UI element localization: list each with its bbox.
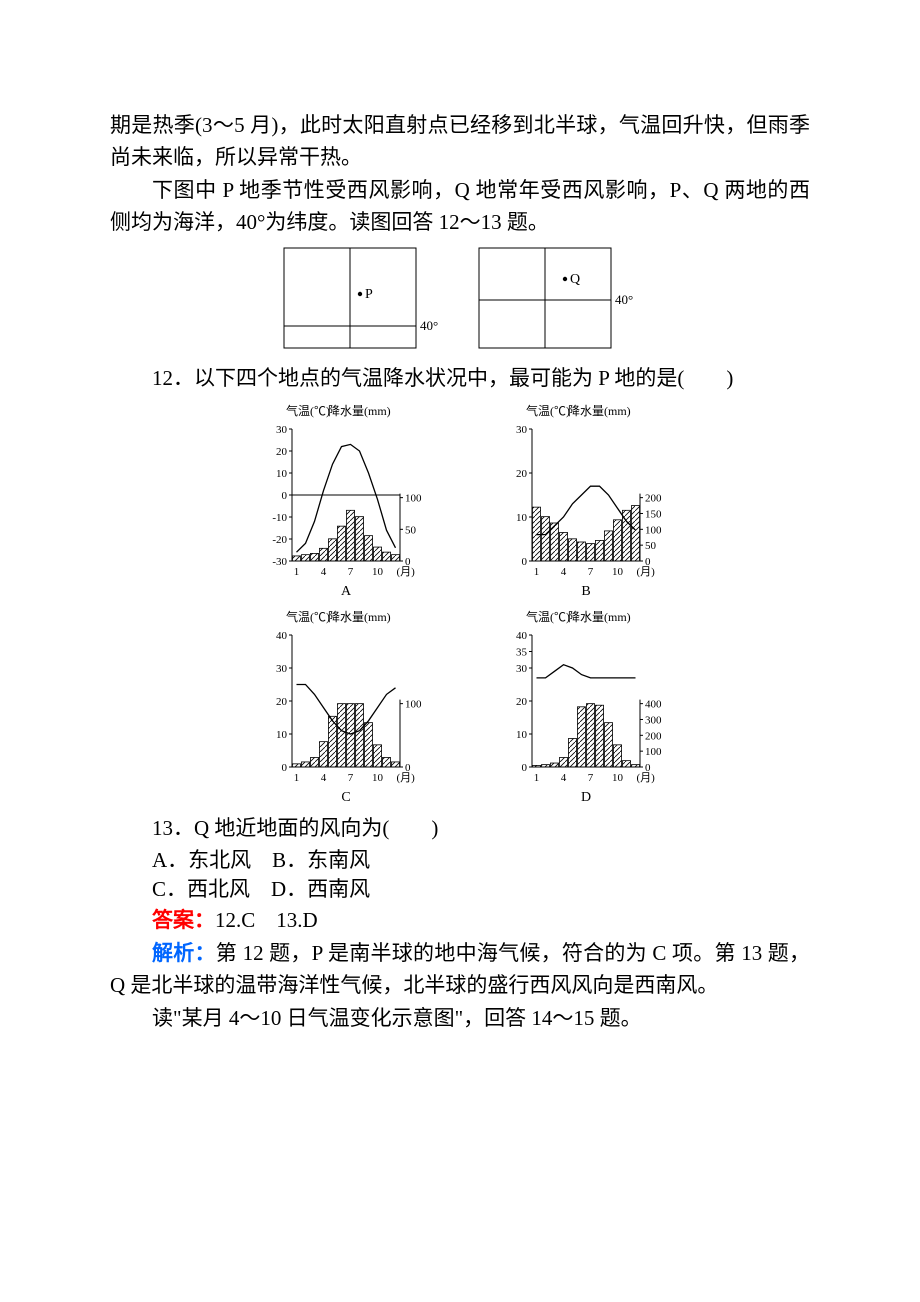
svg-text:30: 30 bbox=[276, 663, 288, 675]
map-p-lat: 40° bbox=[420, 318, 438, 333]
svg-text:10: 10 bbox=[276, 729, 288, 741]
svg-text:100: 100 bbox=[645, 746, 662, 758]
svg-text:40: 40 bbox=[516, 630, 528, 642]
svg-text:20: 20 bbox=[516, 696, 528, 708]
context-paragraph: 下图中 P 地季节性受西风影响，Q 地常年受西风影响，P、Q 两地的西侧均为海洋… bbox=[110, 175, 810, 238]
svg-text:气温(℃): 气温(℃) bbox=[286, 609, 330, 624]
map-p-panel: P 40° bbox=[280, 244, 445, 359]
svg-text:降水量(mm): 降水量(mm) bbox=[568, 610, 631, 624]
svg-text:100: 100 bbox=[405, 492, 422, 504]
map-q-panel: Q 40° bbox=[475, 244, 640, 359]
page-content: 期是热季(3～5 月)，此时太阳直射点已经移到北半球，气温回升快，但雨季尚未来临… bbox=[0, 0, 920, 1097]
svg-text:1: 1 bbox=[294, 566, 300, 578]
svg-text:降水量(mm): 降水量(mm) bbox=[328, 610, 391, 624]
svg-text:气温(℃): 气温(℃) bbox=[526, 609, 570, 624]
svg-text:4: 4 bbox=[561, 772, 567, 784]
svg-text:100: 100 bbox=[645, 524, 662, 536]
svg-text:4: 4 bbox=[321, 772, 327, 784]
svg-text:0: 0 bbox=[282, 490, 288, 502]
svg-text:10: 10 bbox=[372, 566, 384, 578]
svg-text:20: 20 bbox=[516, 468, 528, 480]
svg-text:1: 1 bbox=[534, 772, 540, 784]
svg-text:-30: -30 bbox=[272, 556, 287, 568]
q13-options-line2: C．西北风 D．西南风 bbox=[152, 875, 810, 904]
svg-text:1: 1 bbox=[294, 772, 300, 784]
map-q-label: Q bbox=[570, 272, 580, 287]
svg-text:30: 30 bbox=[516, 424, 528, 436]
svg-text:10: 10 bbox=[516, 512, 528, 524]
svg-text:0: 0 bbox=[522, 556, 528, 568]
pq-map-figure: P 40° Q 40° bbox=[110, 244, 810, 359]
svg-text:30: 30 bbox=[276, 424, 288, 436]
climate-chart-b: 气温(℃)降水量(mm)010203005010015020014710(月)B bbox=[490, 401, 670, 601]
svg-text:10: 10 bbox=[516, 729, 528, 741]
svg-text:10: 10 bbox=[372, 772, 384, 784]
svg-text:10: 10 bbox=[612, 566, 624, 578]
q13-stem: 13．Q 地近地面的风向为( ) bbox=[110, 813, 810, 845]
svg-text:7: 7 bbox=[348, 772, 354, 784]
svg-text:C: C bbox=[341, 790, 350, 805]
answer-label: 答案： bbox=[152, 908, 215, 932]
svg-text:0: 0 bbox=[282, 762, 288, 774]
svg-text:7: 7 bbox=[588, 566, 594, 578]
svg-text:(月): (月) bbox=[637, 772, 656, 784]
svg-text:(月): (月) bbox=[637, 566, 656, 578]
svg-text:200: 200 bbox=[645, 492, 662, 504]
q13-options: A．东北风 B．东南风 C．西北风 D．西南风 bbox=[110, 846, 810, 905]
climate-chart-d: 气温(℃)降水量(mm)0102030354001002003004001471… bbox=[490, 607, 670, 807]
next-question-intro: 读"某月 4～10 日气温变化示意图"，回答 14～15 题。 bbox=[110, 1003, 810, 1035]
analysis-label: 解析： bbox=[152, 941, 216, 965]
svg-text:300: 300 bbox=[645, 714, 662, 726]
svg-text:35: 35 bbox=[516, 646, 528, 658]
svg-text:100: 100 bbox=[405, 698, 422, 710]
svg-text:50: 50 bbox=[645, 540, 657, 552]
svg-text:50: 50 bbox=[405, 524, 417, 536]
svg-text:(月): (月) bbox=[397, 566, 416, 578]
svg-text:B: B bbox=[581, 584, 590, 599]
svg-text:气温(℃): 气温(℃) bbox=[526, 403, 570, 418]
svg-text:4: 4 bbox=[321, 566, 327, 578]
svg-text:7: 7 bbox=[348, 566, 354, 578]
svg-text:降水量(mm): 降水量(mm) bbox=[328, 404, 391, 418]
svg-text:20: 20 bbox=[276, 696, 288, 708]
svg-text:400: 400 bbox=[645, 698, 662, 710]
answer-line: 答案：12.C 13.D bbox=[110, 905, 810, 937]
map-p-label: P bbox=[365, 287, 373, 302]
svg-text:30: 30 bbox=[516, 663, 528, 675]
answer-text: 12.C 13.D bbox=[215, 908, 318, 932]
climate-charts-row1: 气温(℃)降水量(mm)-30-20-10010203005010014710(… bbox=[110, 401, 810, 601]
climate-charts-row2: 气温(℃)降水量(mm)010203040010014710(月)C 气温(℃)… bbox=[110, 607, 810, 807]
svg-text:D: D bbox=[581, 790, 591, 805]
svg-text:40: 40 bbox=[276, 630, 288, 642]
svg-text:200: 200 bbox=[645, 730, 662, 742]
q13-options-line1: A．东北风 B．东南风 bbox=[152, 846, 810, 875]
svg-text:1: 1 bbox=[534, 566, 540, 578]
map-q-lat: 40° bbox=[615, 292, 633, 307]
svg-text:10: 10 bbox=[276, 468, 288, 480]
svg-text:-20: -20 bbox=[272, 534, 287, 546]
svg-text:7: 7 bbox=[588, 772, 594, 784]
svg-text:10: 10 bbox=[612, 772, 624, 784]
svg-text:0: 0 bbox=[522, 762, 528, 774]
svg-text:A: A bbox=[341, 584, 352, 599]
svg-text:20: 20 bbox=[276, 446, 288, 458]
svg-text:(月): (月) bbox=[397, 772, 416, 784]
climate-chart-a: 气温(℃)降水量(mm)-30-20-10010203005010014710(… bbox=[250, 401, 430, 601]
analysis-text: 第 12 题，P 是南半球的地中海气候，符合的为 C 项。第 13 题，Q 是北… bbox=[110, 941, 810, 997]
intro-paragraph: 期是热季(3～5 月)，此时太阳直射点已经移到北半球，气温回升快，但雨季尚未来临… bbox=[110, 110, 810, 173]
climate-chart-c: 气温(℃)降水量(mm)010203040010014710(月)C bbox=[250, 607, 430, 807]
analysis-paragraph: 解析：第 12 题，P 是南半球的地中海气候，符合的为 C 项。第 13 题，Q… bbox=[110, 938, 810, 1001]
svg-text:降水量(mm): 降水量(mm) bbox=[568, 404, 631, 418]
svg-text:-10: -10 bbox=[272, 512, 287, 524]
svg-text:150: 150 bbox=[645, 508, 662, 520]
svg-text:气温(℃): 气温(℃) bbox=[286, 403, 330, 418]
q12-stem: 12．以下四个地点的气温降水状况中，最可能为 P 地的是( ) bbox=[110, 363, 810, 395]
svg-text:4: 4 bbox=[561, 566, 567, 578]
